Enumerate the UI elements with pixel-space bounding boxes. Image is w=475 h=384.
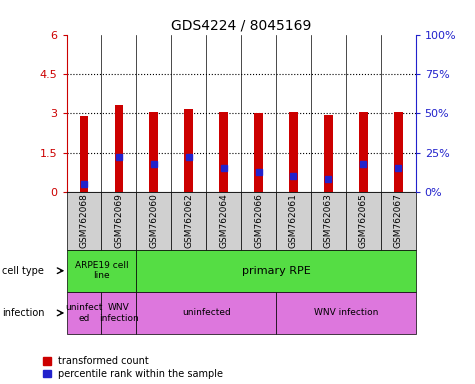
Bar xyxy=(136,250,416,292)
Bar xyxy=(394,112,402,192)
Bar xyxy=(184,109,193,192)
Text: infection: infection xyxy=(2,308,45,318)
Text: WNV infection: WNV infection xyxy=(314,308,378,318)
Text: GSM762066: GSM762066 xyxy=(254,194,263,248)
Bar xyxy=(114,106,123,192)
Bar xyxy=(346,192,381,250)
Bar xyxy=(276,192,311,250)
Text: cell type: cell type xyxy=(2,266,44,276)
Bar xyxy=(206,192,241,250)
Bar xyxy=(66,192,102,250)
Bar xyxy=(136,192,171,250)
Text: uninfected: uninfected xyxy=(182,308,230,318)
Bar xyxy=(311,192,346,250)
Bar xyxy=(66,292,102,334)
Text: primary RPE: primary RPE xyxy=(242,266,310,276)
Text: uninfect
ed: uninfect ed xyxy=(65,303,103,323)
Bar xyxy=(381,192,416,250)
Title: GDS4224 / 8045169: GDS4224 / 8045169 xyxy=(171,18,311,32)
Bar xyxy=(102,192,136,250)
Bar xyxy=(102,292,136,334)
Bar xyxy=(289,112,298,192)
Text: GSM762064: GSM762064 xyxy=(219,194,228,248)
Text: GSM762069: GSM762069 xyxy=(114,194,124,248)
Text: GSM762062: GSM762062 xyxy=(184,194,193,248)
Bar xyxy=(171,192,206,250)
Text: GSM762067: GSM762067 xyxy=(394,194,403,248)
Legend: transformed count, percentile rank within the sample: transformed count, percentile rank withi… xyxy=(43,356,223,379)
Bar xyxy=(150,112,158,192)
Text: GSM762060: GSM762060 xyxy=(149,194,158,248)
Bar xyxy=(66,250,136,292)
Bar xyxy=(80,116,88,192)
Text: GSM762068: GSM762068 xyxy=(79,194,88,248)
Bar xyxy=(219,112,228,192)
Text: GSM762061: GSM762061 xyxy=(289,194,298,248)
Bar xyxy=(136,292,276,334)
Bar xyxy=(276,292,416,334)
Bar xyxy=(254,113,263,192)
Text: ARPE19 cell
line: ARPE19 cell line xyxy=(75,261,128,280)
Bar xyxy=(359,112,368,192)
Text: GSM762063: GSM762063 xyxy=(324,194,333,248)
Bar xyxy=(324,114,332,192)
Text: WNV
infection: WNV infection xyxy=(99,303,139,323)
Bar xyxy=(241,192,276,250)
Text: GSM762065: GSM762065 xyxy=(359,194,368,248)
